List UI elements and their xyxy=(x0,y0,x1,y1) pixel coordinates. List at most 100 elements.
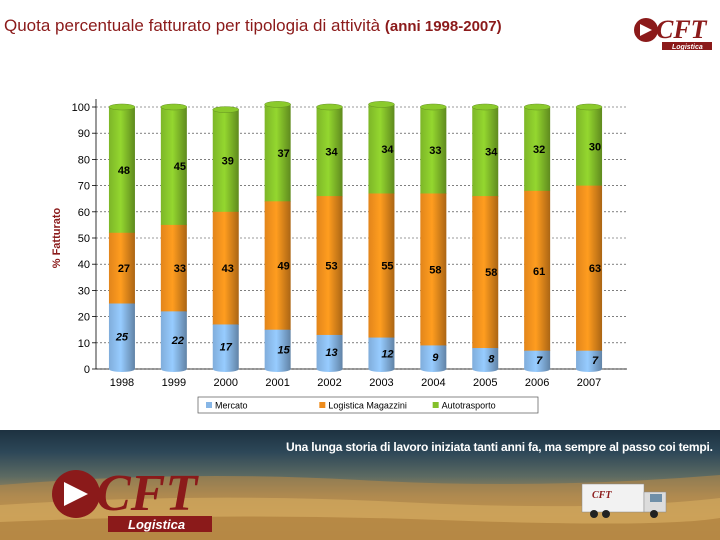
x-tick-label-2002: 2002 xyxy=(317,377,341,389)
bar-mercato-2007 xyxy=(576,350,603,369)
title-main: Quota percentuale fatturato per tipologi… xyxy=(4,16,381,35)
data-label-mercato-2002: 13 xyxy=(325,347,337,359)
legend: Mercato Logistica Magazzini Autotrasporto xyxy=(197,396,539,414)
data-label-logistica-magazzini-2007: 63 xyxy=(589,263,601,275)
bar-autotrasporto-1998 xyxy=(108,107,135,233)
y-tick-label: 30 xyxy=(78,285,90,297)
bar-mercato-2006 xyxy=(524,350,551,369)
legend-label-2: Autotrasporto xyxy=(442,401,496,411)
bar-logistica-magazzini-1999 xyxy=(160,224,187,312)
bar-bottom-cap xyxy=(108,366,135,372)
data-label-logistica-magazzini-2006: 61 xyxy=(533,266,545,278)
data-label-mercato-2003: 12 xyxy=(381,348,393,360)
bar-mercato-1998 xyxy=(108,303,135,369)
title-subtitle: (anni 1998-2007) xyxy=(384,18,502,35)
bar-top-cap xyxy=(316,103,343,111)
legend-label-0: Mercato xyxy=(215,401,248,411)
legend-box xyxy=(197,396,539,414)
data-label-autotrasporto-2005: 34 xyxy=(485,147,498,159)
bar-top-cap xyxy=(160,103,188,111)
x-tick-label-2004: 2004 xyxy=(421,377,445,389)
y-tick-label: 60 xyxy=(78,207,90,219)
bar-autotrasporto-2002 xyxy=(316,107,343,197)
data-label-mercato-1999: 22 xyxy=(171,335,184,347)
data-label-logistica-magazzini-1998: 27 xyxy=(118,263,130,275)
y-tick-label: 20 xyxy=(78,312,90,324)
chart-title: Quota percentuale fatturato per tipologi… xyxy=(4,16,502,36)
bar-bottom-cap xyxy=(160,366,187,372)
data-label-autotrasporto-2007: 30 xyxy=(589,141,601,153)
bar-top-cap xyxy=(472,103,499,111)
bar-autotrasporto-2004 xyxy=(420,107,447,194)
bar-mercato-2004 xyxy=(420,345,447,369)
bar-bottom-cap xyxy=(316,366,343,372)
bar-logistica-magazzini-2005 xyxy=(472,196,499,349)
bar-logistica-magazzini-1998 xyxy=(108,232,135,304)
bar-top-cap xyxy=(523,103,551,111)
y-axis-label: % Fatturato xyxy=(51,207,63,268)
data-label-autotrasporto-2002: 34 xyxy=(325,147,338,159)
data-label-autotrasporto-1999: 45 xyxy=(174,161,186,173)
y-tick-label: 10 xyxy=(78,338,90,350)
y-tick-label: 80 xyxy=(78,154,90,166)
bar-autotrasporto-1999 xyxy=(160,107,187,225)
y-tick-label: 50 xyxy=(78,233,90,245)
bar-autotrasporto-2007 xyxy=(576,107,603,186)
data-label-autotrasporto-2000: 39 xyxy=(222,156,234,168)
y-tick-label: 100 xyxy=(72,102,90,114)
x-tick-label-2000: 2000 xyxy=(214,377,238,389)
bar-bottom-cap xyxy=(212,366,239,372)
y-tick-label: 0 xyxy=(84,364,90,376)
bar-autotrasporto-2005 xyxy=(472,107,499,197)
bar-bottom-cap xyxy=(472,366,499,372)
bar-logistica-magazzini-2004 xyxy=(420,193,447,346)
bar-logistica-magazzini-2002 xyxy=(316,196,343,335)
legend-swatch-1 xyxy=(319,402,326,408)
bar-bottom-cap xyxy=(576,366,603,372)
x-tick-label-2003: 2003 xyxy=(369,377,393,389)
logo-banner-subtext: Logistica xyxy=(128,517,185,532)
bar-logistica-magazzini-2001 xyxy=(264,201,291,330)
stacked-bar-chart: 0 10 20 30 40 50 60 70 80 90 100 % Fatturato 1998 199… xyxy=(51,99,627,414)
bar-bottom-cap xyxy=(368,366,395,372)
bar-bottom-cap xyxy=(524,366,551,372)
truck-logo-text: CFT xyxy=(592,490,612,501)
bar-top-cap xyxy=(575,103,603,111)
data-label-mercato-2005: 8 xyxy=(488,354,495,366)
legend-swatch-0 xyxy=(206,402,212,408)
data-label-logistica-magazzini-2002: 53 xyxy=(325,261,337,273)
x-tick-label-2006: 2006 xyxy=(525,377,549,389)
bar-mercato-2000 xyxy=(212,324,239,369)
x-tick-label-2005: 2005 xyxy=(473,377,497,389)
bar-autotrasporto-2006 xyxy=(524,107,551,191)
truck-image: CFT xyxy=(581,483,667,518)
data-label-autotrasporto-2006: 32 xyxy=(533,144,545,156)
bar-autotrasporto-2001 xyxy=(264,104,291,202)
data-label-logistica-magazzini-2004: 58 xyxy=(429,264,441,276)
data-label-autotrasporto-2001: 37 xyxy=(278,148,290,160)
bars xyxy=(108,101,603,372)
banner-slogan: Una lunga storia di lavoro iniziata tant… xyxy=(286,440,713,454)
data-label-logistica-magazzini-2001: 49 xyxy=(278,261,290,273)
banner: Una lunga storia di lavoro iniziata tant… xyxy=(0,430,720,540)
data-label-mercato-2000: 17 xyxy=(220,342,233,354)
data-label-autotrasporto-2003: 34 xyxy=(381,144,394,156)
bar-bottom-cap xyxy=(420,366,447,372)
bar-top-cap xyxy=(264,101,291,108)
data-label-logistica-magazzini-2003: 55 xyxy=(381,261,393,273)
data-label-autotrasporto-1998: 48 xyxy=(118,165,130,177)
data-label-mercato-2007: 7 xyxy=(592,355,599,367)
logo-banner-text: CFT xyxy=(96,465,199,522)
bar-top-cap xyxy=(212,106,239,113)
cft-logo-banner: CFT Logistica xyxy=(52,465,212,532)
bar-top-cap xyxy=(108,103,136,111)
bar-logistica-magazzini-2006 xyxy=(524,190,551,351)
bar-bottom-cap xyxy=(264,366,291,372)
legend-swatch-2 xyxy=(432,402,439,408)
legend-label-1: Logistica Magazzini xyxy=(328,401,407,411)
bar-mercato-2002 xyxy=(316,334,343,369)
data-label-mercato-2004: 9 xyxy=(432,352,439,364)
x-tick-label-2007: 2007 xyxy=(577,377,601,389)
bar-mercato-2005 xyxy=(472,348,499,369)
data-label-logistica-magazzini-2005: 58 xyxy=(485,267,497,279)
